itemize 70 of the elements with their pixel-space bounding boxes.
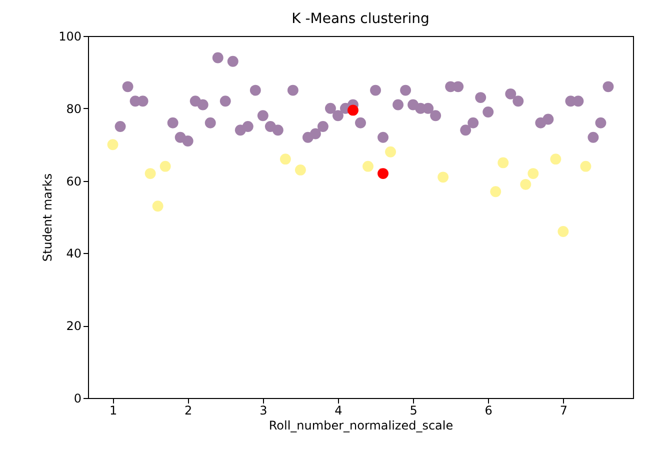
- point: [257, 110, 268, 122]
- point: [114, 121, 126, 132]
- point: [475, 92, 486, 104]
- x-tick-label: 5: [410, 404, 418, 418]
- point: [558, 226, 569, 237]
- point: [204, 117, 216, 128]
- point: [212, 52, 224, 64]
- point: [242, 121, 254, 132]
- point: [505, 88, 516, 100]
- point: [355, 117, 366, 128]
- point: [370, 84, 381, 96]
- point: [512, 96, 524, 107]
- point: [197, 99, 208, 110]
- y-tick-label: 60: [66, 174, 82, 188]
- point: [550, 154, 562, 165]
- point: [378, 168, 388, 180]
- point: [287, 84, 298, 96]
- x-tick-label: 3: [260, 404, 268, 418]
- point: [468, 117, 479, 128]
- point: [362, 160, 374, 172]
- point: [348, 104, 358, 116]
- point: [528, 168, 539, 180]
- point: [317, 121, 328, 132]
- y-axis-title: Student marks: [40, 173, 55, 262]
- point: [152, 200, 164, 212]
- point: [324, 102, 336, 114]
- point: [385, 146, 396, 158]
- point: [182, 136, 194, 146]
- x-tick-label: 7: [560, 404, 568, 418]
- x-tick-label: 6: [484, 404, 492, 418]
- y-tick-label: 80: [66, 102, 82, 116]
- point: [422, 102, 434, 114]
- x-tick-label: 4: [334, 404, 342, 418]
- point: [482, 106, 494, 118]
- y-tick-label: 100: [58, 30, 82, 44]
- point: [438, 172, 449, 183]
- chart-title: K -Means clustering: [292, 11, 430, 27]
- point: [272, 124, 284, 136]
- point: [250, 84, 261, 96]
- point: [400, 84, 412, 96]
- point: [460, 124, 472, 136]
- point: [227, 56, 238, 67]
- point: [542, 114, 554, 125]
- point: [520, 178, 532, 190]
- y-tick-label: 20: [66, 319, 82, 334]
- y-tick-label: 0: [74, 392, 82, 406]
- point: [588, 132, 599, 143]
- point: [294, 164, 306, 176]
- point: [580, 160, 592, 172]
- point: [378, 132, 388, 143]
- x-tick-label: 1: [109, 404, 118, 418]
- point: [122, 81, 134, 92]
- point: [490, 186, 502, 198]
- point: [107, 139, 118, 150]
- point: [280, 154, 291, 165]
- point: [220, 96, 231, 107]
- point: [310, 128, 321, 140]
- x-axis-title: Roll_number_normalized_scale: [268, 418, 454, 432]
- point: [430, 110, 442, 122]
- point: [392, 99, 404, 110]
- point: [160, 160, 171, 172]
- y-tick-label: 40: [66, 246, 82, 261]
- point: [602, 81, 614, 92]
- point: [167, 117, 178, 128]
- point: [595, 117, 606, 128]
- point: [144, 168, 156, 180]
- point: [452, 81, 464, 92]
- point: [332, 110, 344, 122]
- point: [498, 157, 509, 168]
- x-tick-label: 2: [184, 404, 192, 418]
